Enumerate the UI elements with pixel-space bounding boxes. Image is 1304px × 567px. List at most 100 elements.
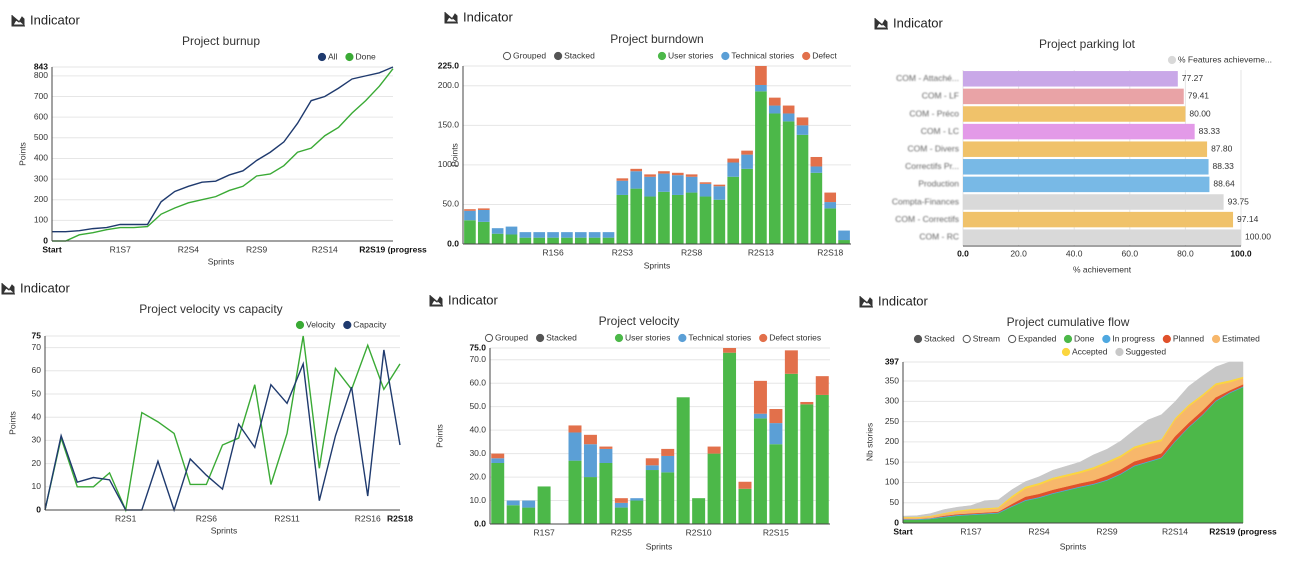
mode-toggle[interactable] — [484, 333, 494, 343]
legend-item[interactable] — [295, 320, 305, 330]
legend-item-label[interactable]: % Features achieveme... — [1178, 54, 1272, 64]
bar-segment — [723, 348, 737, 353]
bar-segment — [753, 413, 767, 419]
bar-segment — [810, 172, 823, 244]
bar-segment — [755, 66, 767, 85]
legend-item[interactable] — [1162, 334, 1171, 344]
panel-header: Indicator — [30, 12, 81, 27]
bar-segment — [661, 455, 675, 473]
bar-segment — [782, 105, 795, 114]
legend-item[interactable] — [721, 51, 730, 61]
bar-segment — [707, 453, 721, 524]
legend-item[interactable] — [1102, 334, 1111, 344]
value-label: 77.27 — [1182, 73, 1204, 83]
bar-segment — [616, 180, 629, 195]
y-tick-label: Compta-Finances — [892, 196, 959, 206]
legend-item[interactable] — [759, 333, 768, 343]
legend-item-label[interactable]: Done — [355, 51, 376, 61]
legend-item[interactable] — [678, 333, 687, 343]
bar-segment — [561, 237, 573, 244]
mode-toggle-label[interactable]: Stacked — [564, 50, 595, 60]
legend-item[interactable] — [1167, 55, 1177, 65]
legend-item-label[interactable]: Technical stories — [731, 50, 794, 60]
y-tick-label: 50.0 — [442, 199, 459, 209]
legend-item[interactable] — [345, 52, 354, 62]
x-tick-label: R1S7 — [960, 526, 982, 536]
legend-item[interactable] — [1063, 334, 1073, 344]
bar — [963, 71, 1178, 87]
bar-segment — [477, 221, 490, 244]
x-tick-label: R2S4 — [178, 244, 200, 254]
x-tick-label: R1S6 — [542, 247, 564, 257]
legend-item[interactable] — [657, 51, 667, 61]
legend-item-label[interactable]: Defect — [812, 50, 837, 60]
legend-item-label[interactable]: Done — [1074, 333, 1095, 343]
mode-toggle-label[interactable]: Grouped — [513, 50, 546, 60]
x-tick-label: 60.0 — [1122, 248, 1139, 258]
mode-toggle[interactable] — [553, 51, 563, 61]
legend-item[interactable] — [1211, 334, 1221, 344]
legend-item[interactable] — [343, 320, 352, 330]
y-tick-label: COM - LF — [922, 91, 959, 101]
y-tick-label: 397 — [885, 356, 899, 366]
chart-title: Project velocity vs capacity — [139, 302, 282, 316]
mode-toggle[interactable] — [962, 334, 971, 344]
bar-segment — [838, 240, 850, 244]
bar-segment — [824, 202, 837, 209]
x-tick-label: R2S14 — [312, 244, 338, 254]
mode-toggle-label[interactable]: Grouped — [495, 332, 528, 342]
chart-title: Project cumulative flow — [1007, 315, 1130, 329]
mode-toggle[interactable] — [1008, 334, 1017, 344]
chart-title: Project burndown — [610, 32, 703, 46]
legend-item-label[interactable]: Defect stories — [769, 332, 821, 342]
mode-toggle[interactable] — [535, 333, 545, 343]
legend-item-label[interactable]: All — [328, 51, 338, 61]
legend-item-label[interactable]: Technical stories — [688, 332, 751, 342]
mode-toggle-label[interactable]: Expanded — [1018, 333, 1057, 343]
legend-item-label[interactable]: In progress — [1112, 333, 1155, 343]
bar-segment — [588, 237, 601, 244]
x-tick-label: R2S5 — [611, 527, 633, 537]
legend-item[interactable] — [1061, 347, 1071, 357]
panel-header: Indicator — [20, 280, 71, 295]
y-tick-label: 40 — [32, 411, 42, 421]
bar-segment — [815, 376, 829, 395]
mode-toggle-label[interactable]: Stream — [973, 333, 1000, 343]
bar-segment — [838, 230, 850, 241]
legend-item-label[interactable]: User stories — [668, 50, 713, 60]
bar-segment — [671, 172, 684, 176]
bar-segment — [644, 196, 656, 244]
bar — [963, 106, 1186, 122]
mode-toggle-label[interactable]: Stacked — [546, 332, 577, 342]
legend-item-label[interactable]: Suggested — [1125, 346, 1166, 356]
legend-item[interactable] — [1115, 347, 1124, 357]
y-tick-label: 60.0 — [469, 377, 486, 387]
y-tick-label: 30 — [32, 435, 42, 445]
bar-segment — [464, 209, 476, 211]
legend-item-label[interactable]: Estimated — [1222, 333, 1260, 343]
x-tick-label: R2S11 — [274, 513, 300, 523]
x-axis-title: % achievement — [1073, 264, 1132, 274]
legend-item[interactable] — [614, 333, 624, 343]
mode-toggle[interactable] — [502, 51, 512, 61]
bar-segment — [630, 188, 643, 244]
y-tick-label: 600 — [34, 111, 48, 121]
bar-segment — [658, 173, 670, 192]
y-tick-label: 700 — [34, 91, 48, 101]
bar-segment — [519, 232, 532, 238]
bar-segment — [768, 97, 781, 106]
legend-item-label[interactable]: Planned — [1173, 333, 1204, 343]
value-label: 100.00 — [1245, 231, 1271, 241]
indicator-icon — [444, 12, 458, 24]
legend-item-label[interactable]: User stories — [625, 332, 670, 342]
bar-segment — [491, 228, 504, 234]
legend-item[interactable] — [802, 51, 811, 61]
legend-item-label[interactable]: Velocity — [306, 319, 336, 329]
bar-segment — [713, 186, 726, 200]
mode-toggle[interactable] — [913, 334, 923, 344]
x-tick-label: R2S18 — [817, 247, 843, 257]
legend-item-label[interactable]: Capacity — [353, 319, 387, 329]
legend-item-label[interactable]: Accepted — [1072, 346, 1108, 356]
legend-item[interactable] — [317, 52, 327, 62]
mode-toggle-label[interactable]: Stacked — [924, 333, 955, 343]
